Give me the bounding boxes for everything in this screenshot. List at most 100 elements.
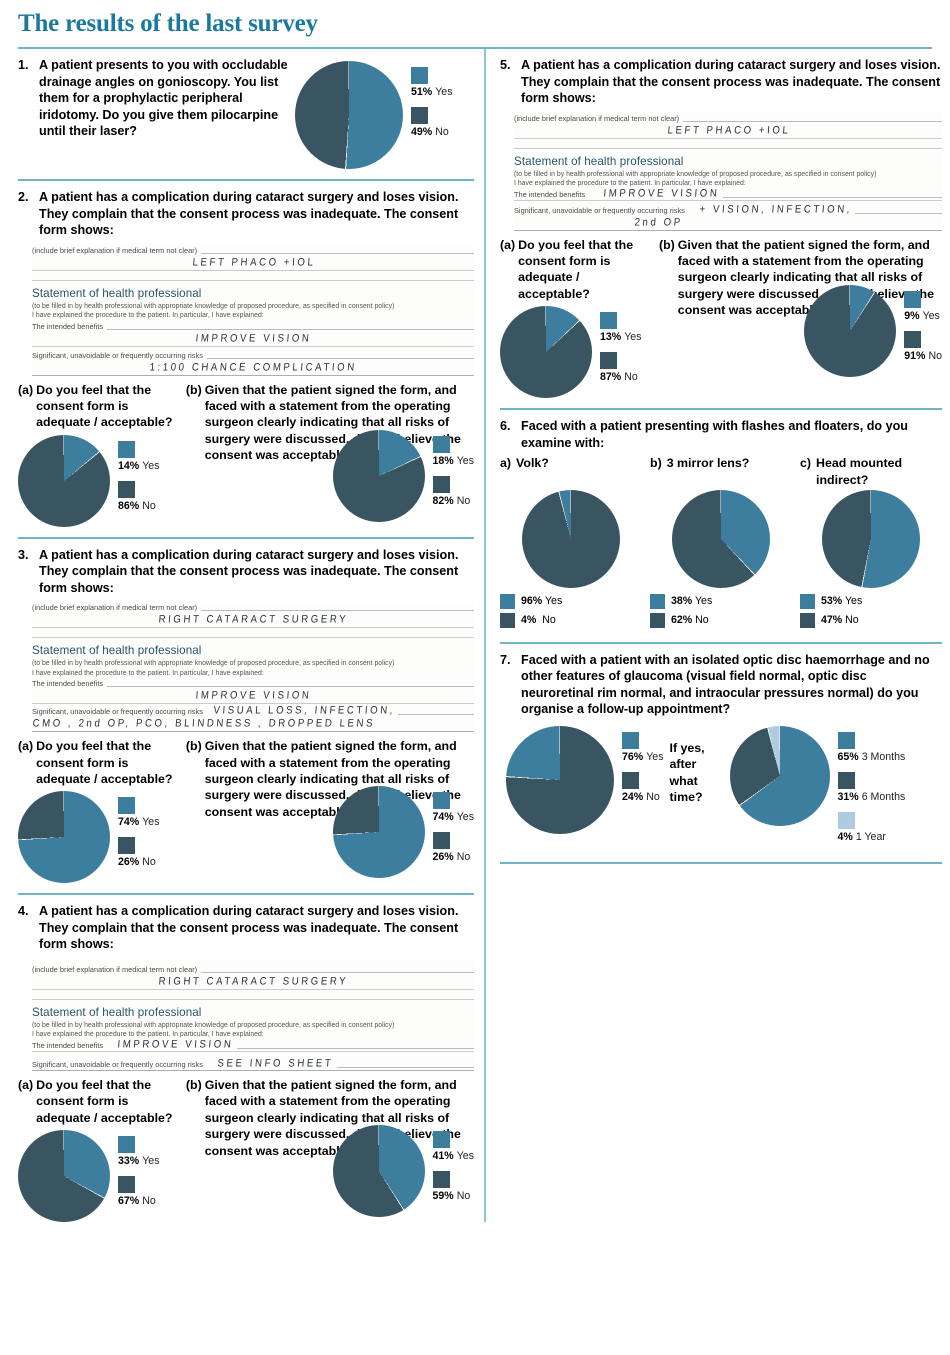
consent-filled-note: (to be filled in by health professional … [32, 660, 395, 668]
consent-form-scan-2: (include brief explanation if medical te… [32, 244, 474, 376]
question-2: 2. A patient has a complication during c… [18, 181, 474, 539]
section-divider [18, 179, 474, 181]
legend-swatch-yes [118, 440, 135, 458]
legend-percent: 4% [837, 830, 853, 843]
legend-label: No [542, 614, 556, 627]
consent-explanation-label: (include brief explanation if medical te… [32, 245, 198, 255]
legend-swatch-no [432, 475, 450, 493]
chart-legend: 41% Yes 59% No [432, 1125, 474, 1211]
handwriting-risks: VISUAL LOSS, INFECTION, [212, 704, 396, 718]
subquestion-text: Do you feel that the consent form is ade… [518, 237, 634, 301]
subquestion-a: (a) Do you feel that the consent form is… [18, 738, 176, 884]
question-5-subquestions: (a) Do you feel that the consent form is… [500, 237, 942, 399]
part-b-3-mirror-lens: b) 3 mirror lens? 38% Yes [650, 455, 792, 632]
consent-benefits-label: The intended benefits [32, 1040, 104, 1050]
question-number: 2. [18, 190, 29, 204]
chart-q3b: 74% Yes 26% No [332, 786, 474, 879]
question-3-head: 3. A patient has a complication during c… [18, 547, 474, 597]
subquestion-tag: (b) [185, 1077, 202, 1092]
legend-label: No [456, 851, 471, 864]
page-header: The results of the last survey [0, 0, 950, 44]
question-text: Faced with a patient with an isolated op… [521, 652, 930, 717]
legend-item: 31% 6 Months [837, 771, 905, 810]
subquestion-b: (b) Given that the patient signed the fo… [186, 382, 474, 527]
handwriting-procedure: LEFT PHACO +IOL [666, 124, 791, 137]
legend-label: Yes [456, 454, 474, 467]
legend-percent: 76% [622, 750, 644, 763]
chart-legend: 9% Yes 91% No [904, 285, 942, 371]
legend-label: No [646, 790, 660, 803]
question-4-head: 4. A patient has a complication during c… [18, 903, 474, 953]
legend-label: No [142, 499, 156, 512]
legend-swatch-yes [904, 290, 922, 308]
part-label: Volk? [516, 456, 549, 471]
legend-item: 4% No [500, 612, 642, 628]
legend-label: Yes [142, 816, 160, 829]
pie-chart [822, 489, 920, 588]
part-tag: b) [650, 456, 662, 471]
consent-filled-note: (to be filled in by health professional … [514, 170, 877, 178]
handwriting-risks: + VISION, INFECTION, [698, 203, 853, 216]
legend-label: 1 Year [855, 830, 886, 843]
subquestion-tag: (b) [185, 739, 202, 754]
legend-item: 76% Yes [622, 731, 664, 770]
handwriting-risks-line2: CMO , 2nd OP, PCO, BLINDNESS , DROPPED L… [32, 717, 376, 731]
chart-legend: 96% Yes 4% No [500, 593, 642, 628]
legend-item: 18% Yes [432, 435, 474, 474]
consent-statement-heading: Statement of health professional [32, 644, 202, 658]
question-text: A patient presents to you with occludabl… [39, 58, 288, 138]
pie-chart [672, 489, 770, 588]
legend-swatch-no [500, 612, 515, 628]
legend-swatch-3-months [837, 731, 855, 749]
legend-percent: 4% [521, 614, 537, 627]
legend-label: Yes [544, 595, 563, 608]
chart-q2b: 18% Yes 82% No [332, 429, 474, 522]
legend-swatch-no [118, 480, 135, 498]
consent-filled-note: (to be filled in by health professional … [32, 1021, 395, 1029]
question-7: 7. Faced with a patient with an isolated… [500, 644, 942, 864]
legend-label: No [624, 371, 638, 384]
part-label: Head mounted indirect? [816, 456, 903, 487]
handwriting-risks-line2: 2nd OP [634, 216, 684, 229]
legend-swatch-yes [600, 312, 617, 330]
handwriting-procedure: LEFT PHACO +IOL [191, 256, 316, 269]
handwriting-risks: 1:100 CHANCE COMPLICATION [149, 361, 358, 374]
legend-swatch-yes [500, 593, 515, 609]
legend-item: 62% No [650, 612, 792, 628]
question-6-head: 6. Faced with a patient presenting with … [500, 418, 942, 451]
legend-swatch-no [432, 1170, 450, 1188]
consent-explained-note: I have explained the procedure to the pa… [32, 669, 264, 677]
legend-swatch-yes [432, 435, 450, 453]
question-6: 6. Faced with a patient presenting with … [500, 410, 942, 644]
pie-chart [18, 791, 110, 884]
legend-item: 41% Yes [432, 1130, 474, 1169]
legend-swatch-no [622, 771, 639, 789]
consent-explained-note: I have explained the procedure to the pa… [32, 312, 264, 319]
subquestion-text: Given that the patient signed the form, … [204, 739, 461, 819]
legend-item: 47% No [800, 612, 942, 628]
question-7-head: 7. Faced with a patient with an isolated… [500, 652, 942, 718]
legend-percent: 53% [821, 595, 843, 608]
question-2-subquestions: (a) Do you feel that the consent form is… [18, 382, 474, 527]
legend-percent: 9% [904, 309, 920, 322]
legend-item: 4% 1 Year [837, 811, 906, 850]
subquestion-tag: (a) [18, 739, 34, 754]
legend-percent: 74% [118, 816, 140, 829]
legend-swatch-no [904, 330, 922, 348]
legend-percent: 47% [821, 614, 843, 627]
legend-label: Yes [142, 1155, 160, 1168]
legend-percent: 41% [432, 1149, 454, 1162]
consent-explanation-label: (include brief explanation if medical te… [32, 964, 198, 974]
consent-benefits-label: The intended benefits [32, 679, 104, 689]
consent-risks-label: Significant, unavoidable or frequently o… [514, 205, 685, 215]
pie-chart [729, 725, 830, 826]
two-column-body: 1. A patient presents to you with occlud… [0, 49, 950, 1223]
handwriting-procedure: RIGHT CATARACT SURGERY [158, 613, 349, 627]
question-number: 7. [500, 652, 511, 667]
pie-chart [522, 489, 620, 588]
chart-legend: 18% Yes 82% No [432, 430, 474, 516]
chart-q2a: 14% Yes 86% No [18, 434, 176, 527]
legend-percent: 91% [904, 349, 926, 362]
section-divider [500, 641, 942, 644]
followup-time-label: If yes, after what time? [669, 740, 705, 805]
